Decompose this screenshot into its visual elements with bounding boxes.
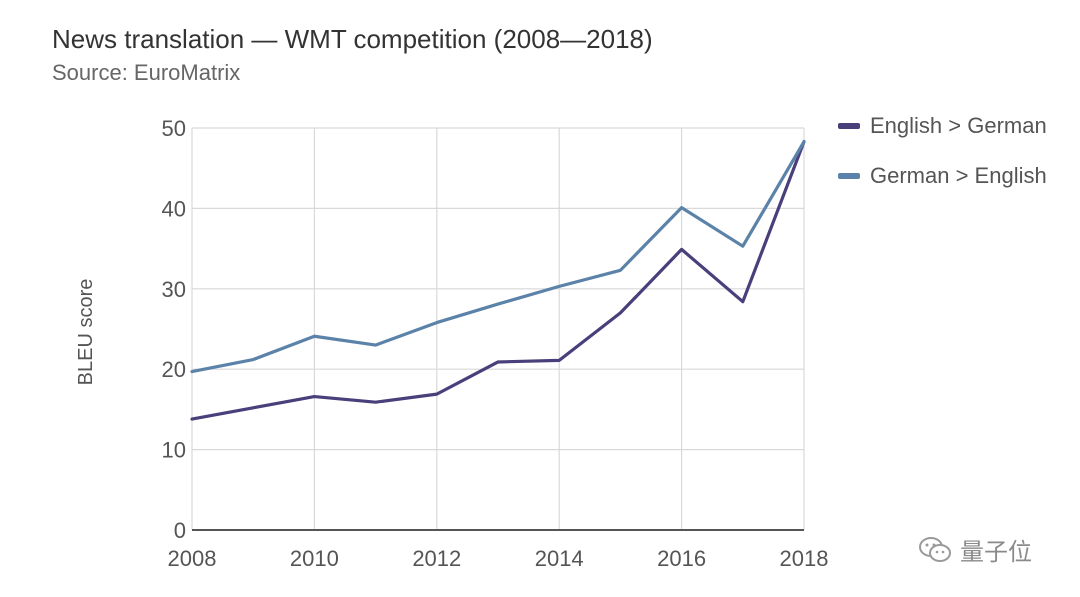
- chart-title: News translation — WMT competition (2008…: [52, 24, 653, 54]
- legend-swatch-english-german: [838, 123, 860, 129]
- x-tick-label: 2010: [290, 546, 339, 571]
- y-axis-label: BLEU score: [75, 279, 97, 386]
- y-tick-label: 0: [174, 518, 186, 543]
- x-tick-label: 2012: [412, 546, 461, 571]
- wechat-icon: [919, 536, 951, 562]
- x-tick-label: 2018: [780, 546, 829, 571]
- y-tick-label: 40: [162, 196, 186, 221]
- x-tick-label: 2016: [657, 546, 706, 571]
- legend-item-english-german: English > German: [838, 112, 1047, 140]
- x-tick-label: 2014: [535, 546, 584, 571]
- tick-labels: 0 10 20 30 40 50 2008 2010 2012 2014 2016 2018: [162, 116, 829, 571]
- legend-swatch-german-english: [838, 173, 860, 179]
- y-tick-label: 50: [162, 116, 186, 141]
- y-tick-label: 30: [162, 277, 186, 302]
- watermark-text: 量子位: [960, 539, 1032, 566]
- chart-series: [190, 140, 806, 421]
- chart-subtitle: Source: EuroMatrix: [52, 60, 241, 85]
- watermark: 量子位: [918, 532, 1032, 567]
- legend-label-german-english: German > English: [870, 163, 1047, 188]
- y-tick-label: 20: [162, 357, 186, 382]
- legend-label-english-german: English > German: [870, 113, 1047, 138]
- x-tick-label: 2008: [168, 546, 217, 571]
- series-line-german-english: [190, 140, 806, 374]
- chart-legend: English > German German > English: [838, 112, 1047, 212]
- legend-item-german-english: German > English: [838, 162, 1047, 190]
- y-tick-label: 10: [162, 438, 186, 463]
- series-line-english-german: [190, 140, 806, 421]
- chart-grid: [191, 127, 805, 530]
